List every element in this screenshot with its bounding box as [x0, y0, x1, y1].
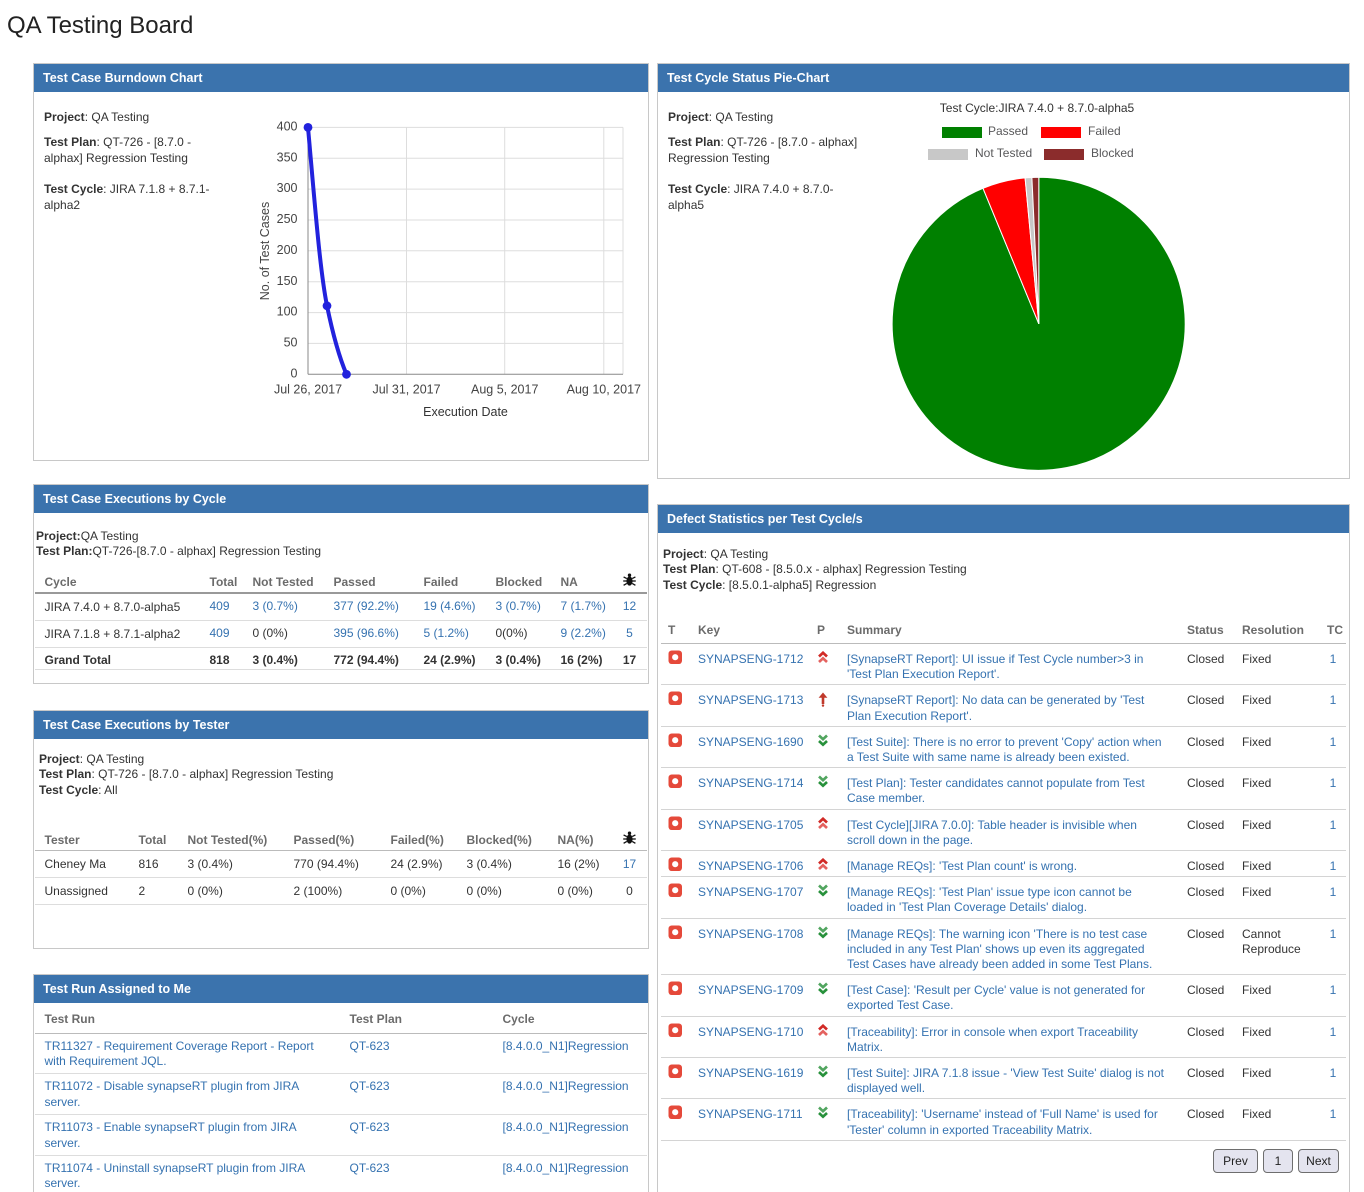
svg-text:200: 200 — [277, 243, 298, 257]
svg-text:Jul 31, 2017: Jul 31, 2017 — [372, 383, 440, 397]
svg-text:50: 50 — [284, 336, 298, 350]
svg-text:0: 0 — [291, 366, 298, 380]
svg-text:300: 300 — [277, 181, 298, 195]
svg-text:Aug 10, 2017: Aug 10, 2017 — [567, 383, 641, 397]
svg-text:No. of Test Cases: No. of Test Cases — [258, 202, 272, 300]
svg-text:150: 150 — [277, 274, 298, 288]
svg-text:250: 250 — [277, 212, 298, 226]
svg-text:Execution Date: Execution Date — [423, 405, 508, 419]
svg-text:Jul 26, 2017: Jul 26, 2017 — [274, 383, 342, 397]
svg-text:100: 100 — [277, 305, 298, 319]
svg-text:Aug 5, 2017: Aug 5, 2017 — [471, 383, 538, 397]
svg-text:400: 400 — [277, 120, 298, 134]
svg-text:350: 350 — [277, 150, 298, 164]
